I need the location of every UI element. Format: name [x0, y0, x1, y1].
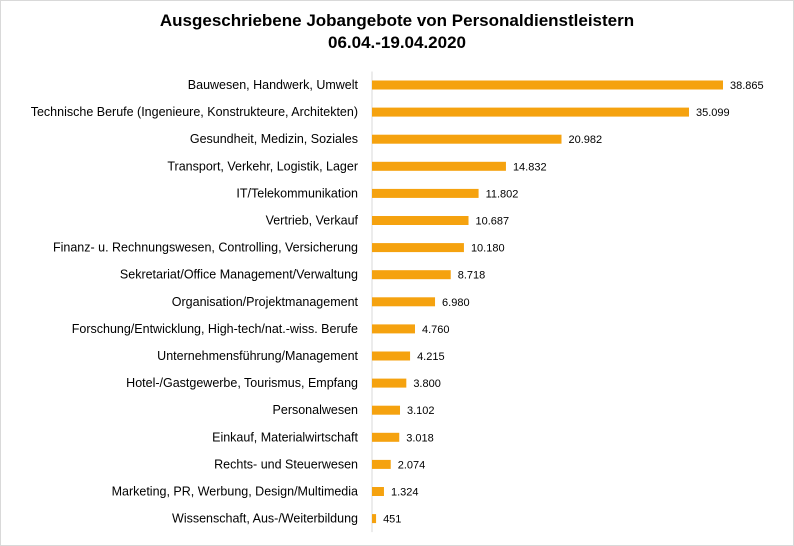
- category-label: Forschung/Entwicklung, High-tech/nat.-wi…: [72, 322, 358, 336]
- value-label: 4.760: [422, 324, 450, 336]
- category-label: Sekretariat/Office Management/Verwaltung: [120, 268, 358, 282]
- bar: [372, 107, 689, 117]
- bar: [372, 324, 415, 334]
- category-label: Personalwesen: [273, 403, 359, 417]
- category-label: Bauwesen, Handwerk, Umwelt: [188, 78, 359, 92]
- value-label: 3.102: [407, 405, 435, 417]
- category-label: IT/Telekommunikation: [236, 186, 358, 200]
- category-label: Technische Berufe (Ingenieure, Konstrukt…: [31, 105, 358, 119]
- bar: [372, 243, 464, 253]
- bar: [372, 432, 400, 442]
- bar: [372, 297, 436, 307]
- value-label: 8.718: [458, 270, 486, 282]
- value-label: 3.800: [413, 378, 441, 390]
- category-labels: Bauwesen, Handwerk, Umwelt Technische Ber…: [31, 78, 359, 526]
- bar: [372, 459, 391, 469]
- bar: [372, 80, 723, 90]
- value-label: 4.215: [417, 351, 445, 363]
- category-label: Marketing, PR, Werbung, Design/Multimedi…: [112, 485, 358, 499]
- category-label: Wissenschaft, Aus-/Weiterbildung: [172, 512, 358, 526]
- bar: [372, 514, 377, 524]
- value-label: 1.324: [391, 487, 419, 499]
- bars-layer: [372, 80, 723, 524]
- value-label: 20.982: [568, 134, 602, 146]
- bar: [372, 378, 407, 388]
- bar: [372, 405, 401, 415]
- chart-title-line: Ausgeschriebene Jobangebote von Personal…: [159, 11, 635, 30]
- value-label: 10.180: [471, 243, 505, 255]
- category-label: Vertrieb, Verkauf: [266, 214, 359, 228]
- category-label: Organisation/Projektmanagement: [172, 295, 359, 309]
- category-label: Gesundheit, Medizin, Soziales: [190, 132, 358, 146]
- value-label: 38.865: [730, 80, 764, 92]
- chart-title: Ausgeschriebene Jobangebote von Personal…: [0, 10, 794, 54]
- category-label: Rechts- und Steuerwesen: [214, 457, 358, 471]
- category-label: Einkauf, Materialwirtschaft: [212, 430, 358, 444]
- value-label: 10.687: [476, 216, 510, 228]
- bar: [372, 188, 479, 198]
- value-label: 3.018: [406, 432, 434, 444]
- value-labels: 38.865 35.099 20.982 14.832 11.802 10.687 10.1…: [383, 80, 764, 526]
- value-label: 14.832: [513, 161, 547, 173]
- value-label: 35.099: [696, 107, 730, 119]
- bar: [372, 134, 562, 144]
- chart-subtitle-line: 06.04.-19.04.2020: [327, 33, 466, 52]
- category-label: Finanz- u. Rechnungswesen, Controlling, …: [53, 241, 358, 255]
- category-label: Unternehmensführung/Management: [157, 349, 358, 363]
- value-label: 11.802: [486, 188, 519, 200]
- bar: [372, 270, 451, 280]
- bar: [372, 216, 469, 225]
- bar: [372, 351, 411, 361]
- bar: [372, 161, 506, 171]
- value-label: 2.074: [398, 459, 426, 471]
- category-label: Transport, Verkehr, Logistik, Lager: [167, 159, 358, 173]
- value-label: 451: [383, 514, 401, 526]
- bar: [372, 487, 384, 496]
- value-label: 6.980: [442, 297, 470, 309]
- category-label: Hotel-/Gastgewerbe, Tourismus, Empfang: [126, 376, 358, 390]
